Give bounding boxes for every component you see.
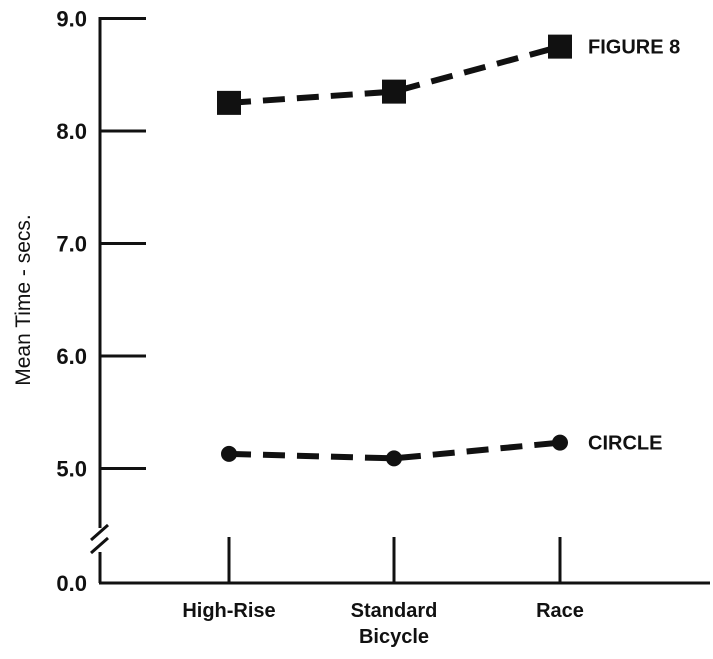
y-tick-label: 9.0 — [56, 7, 87, 32]
axis-break-mark — [90, 536, 109, 555]
series-label: FIGURE 8 — [588, 37, 680, 59]
x-category-label: High-Rise — [182, 600, 275, 622]
y-tick-label: 6.0 — [56, 344, 87, 369]
y-axis-title: Mean Time - secs. — [12, 214, 35, 386]
x-category-label: Race — [536, 600, 584, 622]
y-tick-label: 7.0 — [56, 232, 87, 257]
circle-marker — [552, 434, 568, 451]
y-origin-label: 0.0 — [56, 571, 87, 596]
series-label: CIRCLE — [588, 433, 662, 455]
series-figure-8: FIGURE 8 — [217, 34, 680, 115]
y-tick-label: 8.0 — [56, 119, 87, 144]
circle-marker — [221, 445, 237, 462]
circle-marker — [386, 450, 402, 467]
axis-break-mark — [90, 523, 109, 542]
series-line — [228, 439, 561, 462]
square-marker — [217, 90, 241, 115]
y-ticks: 5.0 6.0 7.0 8.0 9.0 0.0 — [56, 7, 146, 596]
square-marker — [382, 79, 406, 104]
y-tick-label: 5.0 — [56, 457, 87, 482]
series-line — [228, 43, 561, 106]
square-marker — [548, 34, 572, 59]
series-group: FIGURE 8 CIRCLE — [217, 34, 680, 467]
x-categories: High-Rise Standard Bicycle Race — [182, 537, 584, 648]
x-category-label: Standard Bicycle — [351, 600, 438, 648]
axes — [90, 17, 710, 585]
series-circle: CIRCLE — [221, 433, 662, 467]
